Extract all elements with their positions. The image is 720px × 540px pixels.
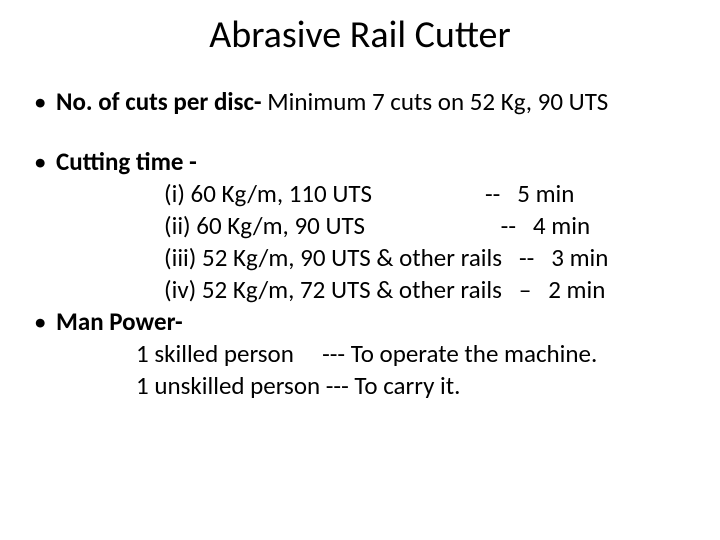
slide-title: Abrasive Rail Cutter: [30, 12, 690, 58]
bullet-no-of-cuts: No. of cuts per disc- Minimum 7 cuts on …: [30, 86, 690, 118]
bullet-man-power: Man Power- 1 skilled person --- To opera…: [30, 306, 690, 402]
no-of-cuts-value: Minimum 7 cuts on 52 Kg, 90 UTS: [262, 86, 609, 117]
bullet-list: No. of cuts per disc- Minimum 7 cuts on …: [30, 86, 690, 402]
cutting-time-row-2: (ii) 60 Kg/m, 90 UTS -- 4 min: [56, 210, 690, 242]
cutting-time-row-1: (i) 60 Kg/m, 110 UTS -- 5 min: [56, 178, 690, 210]
no-of-cuts-label: No. of cuts per disc-: [56, 86, 262, 117]
man-power-row-1: 1 skilled person --- To operate the mach…: [56, 338, 690, 370]
man-power-label: Man Power-: [56, 306, 183, 337]
cutting-time-label: Cutting time -: [56, 146, 197, 177]
slide: Abrasive Rail Cutter No. of cuts per dis…: [0, 0, 720, 540]
bullet-cutting-time: Cutting time - (i) 60 Kg/m, 110 UTS -- 5…: [30, 146, 690, 306]
cutting-time-row-4: (iv) 52 Kg/m, 72 UTS & other rails – 2 m…: [56, 274, 690, 306]
man-power-row-2: 1 unskilled person --- To carry it.: [56, 370, 690, 402]
cutting-time-row-3: (iii) 52 Kg/m, 90 UTS & other rails -- 3…: [56, 242, 690, 274]
